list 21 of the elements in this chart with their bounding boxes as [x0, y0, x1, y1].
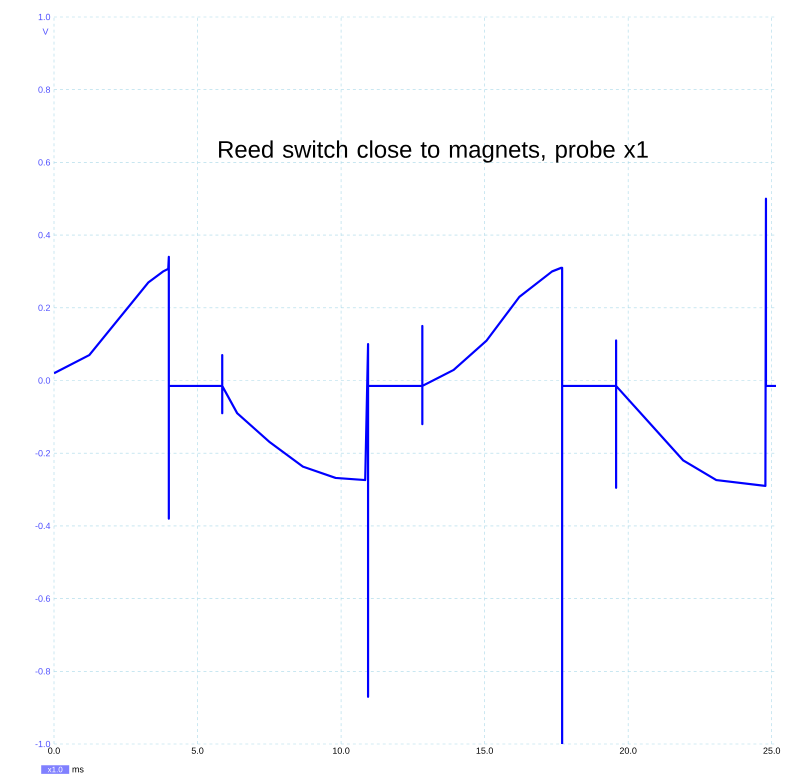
x-tick-label: 0.0: [48, 748, 60, 754]
y-tick-label: -0.8: [35, 668, 50, 674]
y-tick-label: -0.2: [35, 450, 50, 456]
x-tick-label: 10.0: [333, 748, 350, 754]
x-tick-label: 20.0: [620, 748, 637, 754]
line-series: [54, 198, 776, 744]
y-tick-label: -0.4: [35, 522, 50, 530]
y-tick-label: 0.6: [38, 159, 50, 166]
y-tick-label: 0.2: [38, 304, 50, 311]
x-tick-label: 15.0: [476, 748, 493, 754]
x-tick-label: 25.0: [763, 748, 780, 754]
y-tick-label: 1.0: [38, 14, 50, 20]
y-tick-label: 0.8: [38, 86, 50, 93]
y-tick-label: 0.0: [38, 377, 50, 384]
y-tick-label: -0.6: [35, 595, 50, 602]
annotation: Reed switch close to magnets, probe x1: [219, 140, 648, 163]
x-tick-label: 5.0: [192, 748, 204, 754]
y-tick-label: -1.0: [35, 740, 50, 748]
x-axis-title: ms: [72, 768, 84, 772]
y-axis-title: V: [42, 28, 48, 35]
y-tick-label: 0.4: [38, 232, 50, 238]
